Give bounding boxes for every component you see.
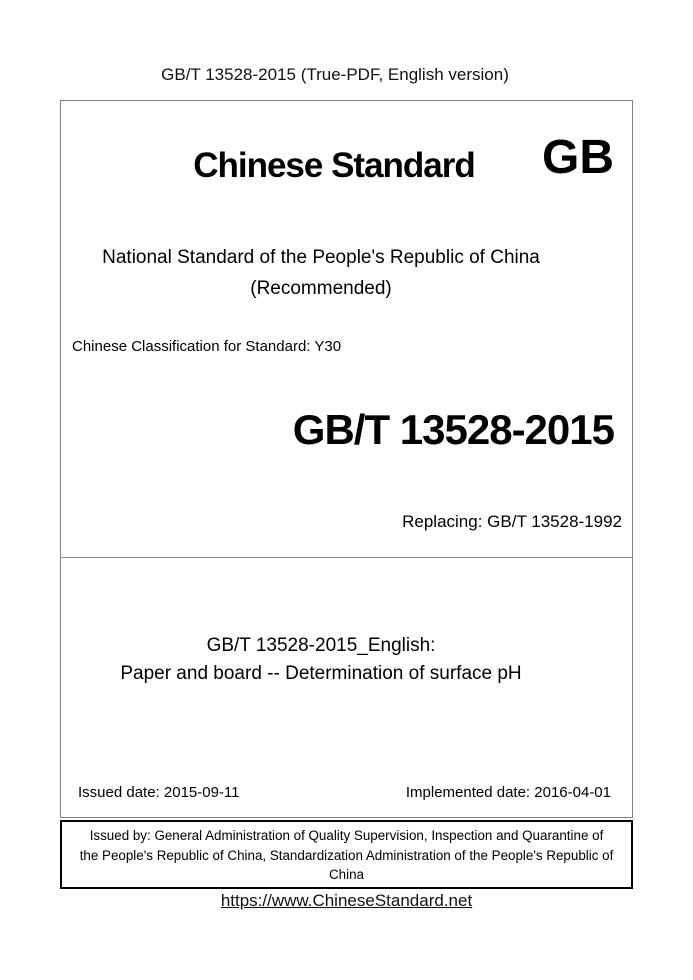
english-title-line-2: Paper and board -- Determination of surf… bbox=[120, 663, 522, 684]
title-section: GB/T 13528-2015_English: Paper and board… bbox=[61, 558, 632, 817]
standard-code: GB/T 13528-2015 bbox=[292, 406, 615, 453]
issuer-line-1: Issued by: General Administration of Qua… bbox=[89, 828, 604, 843]
brand-title: Chinese Standard bbox=[193, 146, 476, 185]
issuer-line-2: the People's Republic of China, Standard… bbox=[79, 847, 614, 863]
recommended-line: (Recommended) bbox=[250, 278, 392, 299]
replacing-line: Replacing: GB/T 13528-1992 bbox=[402, 512, 622, 531]
footer: https://www.ChineseStandard.net bbox=[0, 891, 693, 911]
english-title-line-1: GB/T 13528-2015_English: bbox=[206, 635, 436, 656]
implemented-date: Implemented date: 2016-04-01 bbox=[405, 784, 611, 801]
footer-link[interactable]: https://www.ChineseStandard.net bbox=[220, 891, 473, 910]
issuer-line-3: China bbox=[329, 867, 364, 882]
dates-row: Issued date: 2015-09-11 Implemented date… bbox=[78, 784, 611, 802]
classification-line: Chinese Classification for Standard: Y30 bbox=[72, 338, 342, 355]
national-standard-line: National Standard of the People's Republ… bbox=[102, 247, 540, 268]
page-header-title: GB/T 13528-2015 (True-PDF, English versi… bbox=[161, 65, 509, 84]
issued-date: Issued date: 2015-09-11 bbox=[78, 784, 240, 801]
main-box: Chinese Standard GB National Standard of… bbox=[60, 100, 633, 818]
cover-section: Chinese Standard GB National Standard of… bbox=[61, 101, 632, 558]
gb-logo: GB bbox=[542, 131, 614, 184]
issuer-box: Issued by: General Administration of Qua… bbox=[60, 820, 633, 889]
